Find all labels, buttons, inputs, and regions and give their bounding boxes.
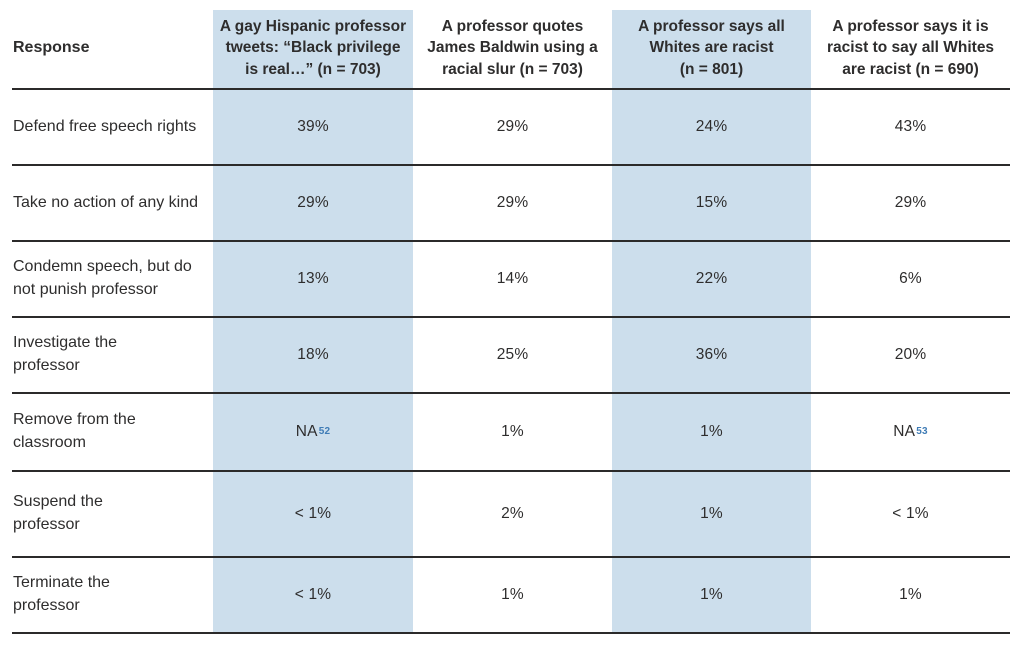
table-row: Investigate the professor 18% 25% 36% 20… [12, 318, 1010, 394]
table-row: Condemn speech, but do not punish profes… [12, 242, 1010, 318]
table-row: Take no action of any kind 29% 29% 15% 2… [12, 166, 1010, 242]
highlight-column-3 [612, 10, 811, 634]
row-label: Take no action of any kind [13, 193, 199, 211]
table-cell: 43% [894, 118, 927, 135]
row-label: Condemn speech, but do not punish profes… [13, 258, 192, 298]
column-header-scenario-4: A professor says it is racist to say all… [826, 17, 995, 78]
table-cell: 29% [297, 194, 329, 211]
table-cell: 13% [297, 270, 329, 287]
header-row: Response A gay Hispanic professor tweets… [12, 0, 1010, 90]
table-cell: 22% [695, 270, 728, 287]
table-cell: 1% [700, 586, 723, 603]
table-cell: 39% [297, 118, 329, 135]
table-cell: 2% [501, 505, 524, 522]
table-cell: 20% [894, 346, 927, 363]
table-cell: 6% [899, 270, 922, 287]
table-cell: 25% [496, 346, 529, 363]
table-cell: 15% [695, 194, 728, 211]
table-row: Remove from the classroom NA 52 1% 1% NA 5… [12, 394, 1010, 472]
table-cell: NA 52 [295, 423, 331, 440]
column-header-scenario-2: A professor quotes James Baldwin using a… [427, 17, 598, 78]
table-row: Terminate the professor < 1% 1% 1% 1% [12, 558, 1010, 634]
row-label: Investigate the professor [13, 334, 118, 374]
column-header-scenario-3: A professor says all Whites are racist (… [638, 17, 785, 78]
table-cell: 1% [899, 586, 922, 603]
table-cell: 36% [695, 346, 728, 363]
table-cell: 1% [700, 505, 723, 522]
table-cell: < 1% [892, 505, 929, 522]
table-cell: 24% [695, 118, 728, 135]
row-label: Remove from the classroom [13, 411, 136, 451]
table-cell: 1% [700, 423, 723, 440]
table-cell: 14% [496, 270, 529, 287]
row-label: Terminate the professor [13, 574, 110, 614]
table-cell: 1% [501, 586, 524, 603]
row-label: Defend free speech rights [13, 117, 197, 135]
column-header-scenario-1: A gay Hispanic professor tweets: “Black … [219, 17, 407, 78]
table-cell: 29% [496, 118, 529, 135]
table-cell: NA 53 [893, 423, 928, 440]
table-cell: < 1% [294, 586, 332, 603]
response-column-header: Response [13, 38, 90, 56]
table-cell: 18% [297, 346, 329, 363]
table-cell: 29% [496, 194, 529, 211]
highlight-column-1 [213, 10, 413, 634]
survey-table: Response A gay Hispanic professor tweets… [12, 0, 1010, 634]
table-row: Defend free speech rights 39% 29% 24% 43… [12, 90, 1010, 166]
table-cell: 29% [894, 194, 927, 211]
row-label: Suspend the professor [13, 493, 103, 533]
table-cell: < 1% [294, 505, 332, 522]
table-cell: 1% [501, 423, 524, 440]
table-row: Suspend the professor < 1% 2% 1% < 1% [12, 472, 1010, 558]
